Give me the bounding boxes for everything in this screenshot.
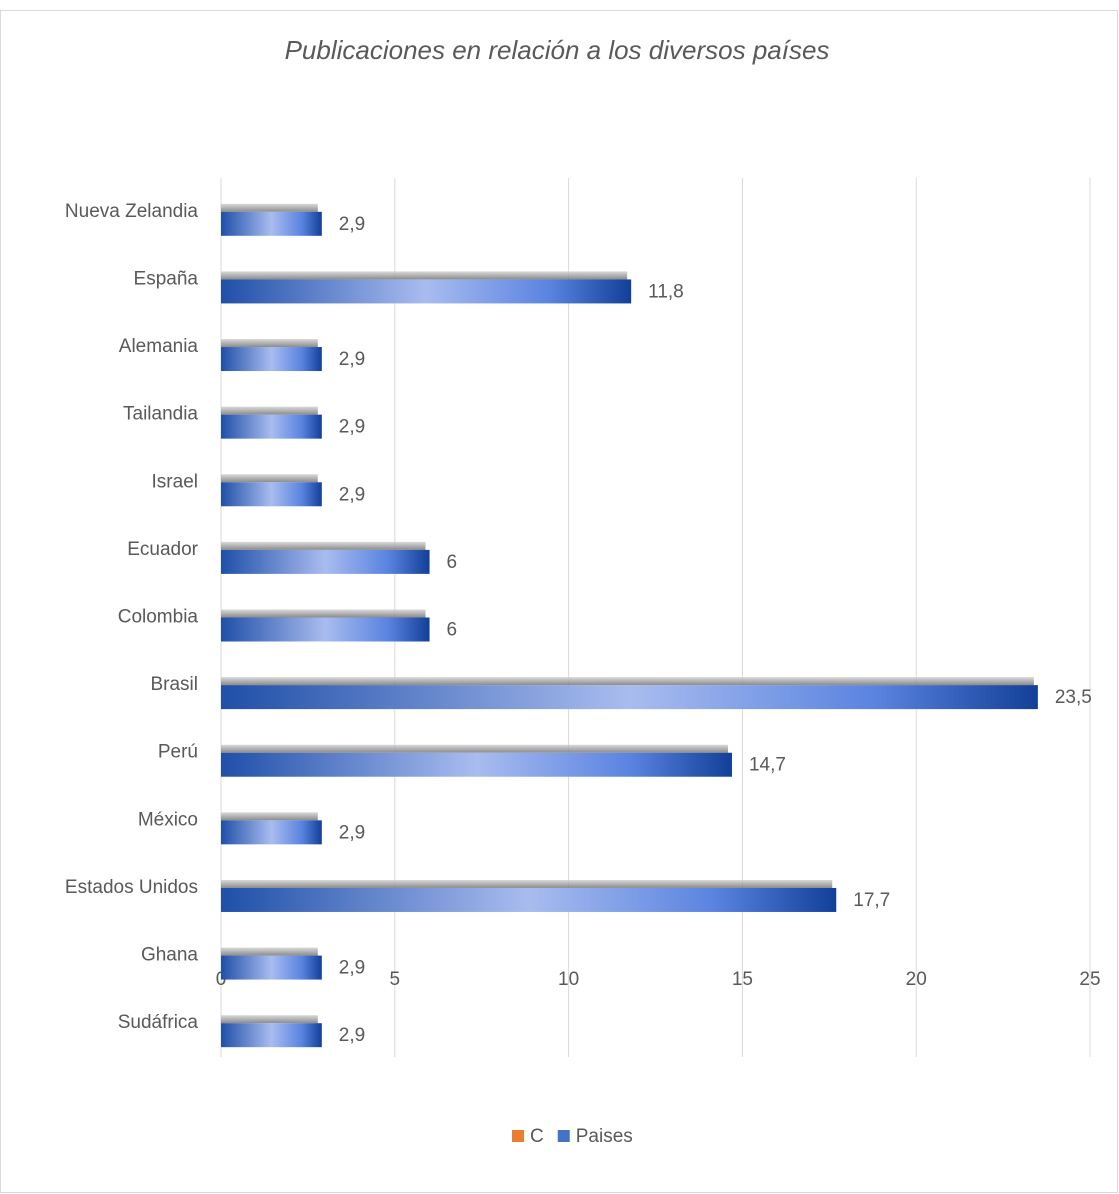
y-tick-label: Alemania [119, 336, 199, 357]
legend-swatch [512, 1130, 524, 1142]
x-tick-label: 5 [390, 969, 401, 990]
y-tick-label: Colombia [118, 607, 199, 628]
bar [221, 549, 430, 574]
y-tick-label: México [138, 809, 198, 830]
data-label: 6 [447, 552, 458, 573]
bar-shadow [221, 203, 318, 212]
bar [221, 211, 322, 236]
data-label: 2,9 [339, 822, 365, 843]
bar-shadow [221, 947, 318, 956]
data-label: 2,9 [339, 484, 365, 505]
bar-shadow [221, 812, 318, 821]
legend-label: Paises [576, 1126, 633, 1147]
x-tick-label: 20 [906, 969, 927, 990]
y-tick-label: Ecuador [127, 539, 198, 560]
bar [221, 617, 430, 642]
bar-shadow [221, 406, 318, 415]
bar [221, 752, 732, 777]
bar-shadow [221, 339, 318, 348]
bar [221, 887, 837, 912]
bar-shadow [221, 677, 1034, 686]
data-label: 14,7 [749, 755, 786, 776]
data-label: 2,9 [339, 349, 365, 370]
legend-label: C [530, 1126, 544, 1147]
data-label: 17,7 [853, 890, 890, 911]
bar-shadow [221, 1015, 318, 1024]
bar-shadow [221, 744, 728, 753]
bar [221, 414, 322, 439]
y-tick-label: Estados Unidos [65, 877, 198, 898]
y-tick-label: Tailandia [123, 404, 198, 425]
data-label: 2,9 [339, 958, 365, 979]
bar-shadow [221, 541, 426, 550]
data-label: 11,8 [648, 281, 684, 302]
y-tick-label: Brasil [150, 674, 198, 695]
y-tick-label: España [134, 268, 199, 289]
bar-shadow [221, 271, 628, 280]
data-label: 6 [447, 620, 458, 641]
bar [221, 820, 322, 845]
bar [221, 955, 322, 980]
x-tick-label: 15 [732, 969, 753, 990]
bar [221, 1023, 322, 1048]
bar-shadow [221, 474, 318, 483]
data-label: 2,9 [339, 417, 365, 438]
bar [221, 279, 632, 304]
bar [221, 482, 322, 507]
legend-swatch [557, 1130, 570, 1142]
x-tick-label: 10 [558, 969, 579, 990]
chart-border [0, 10, 1118, 1193]
y-tick-label: Sudáfrica [118, 1012, 199, 1033]
chart-title: Publicaciones en relación a los diversos… [285, 35, 830, 65]
x-tick-label: 25 [1079, 969, 1100, 990]
y-tick-label: Ghana [141, 945, 198, 966]
bar [221, 347, 322, 372]
bar-shadow [221, 609, 426, 618]
y-tick-label: Israel [152, 471, 198, 492]
data-label: 23,5 [1055, 687, 1092, 708]
y-tick-label: Perú [158, 742, 198, 763]
y-tick-label: Nueva Zelandia [65, 201, 199, 222]
data-label: 2,9 [339, 214, 365, 235]
data-label: 2,9 [339, 1025, 365, 1046]
bar [221, 685, 1038, 710]
bar-shadow [221, 879, 833, 888]
